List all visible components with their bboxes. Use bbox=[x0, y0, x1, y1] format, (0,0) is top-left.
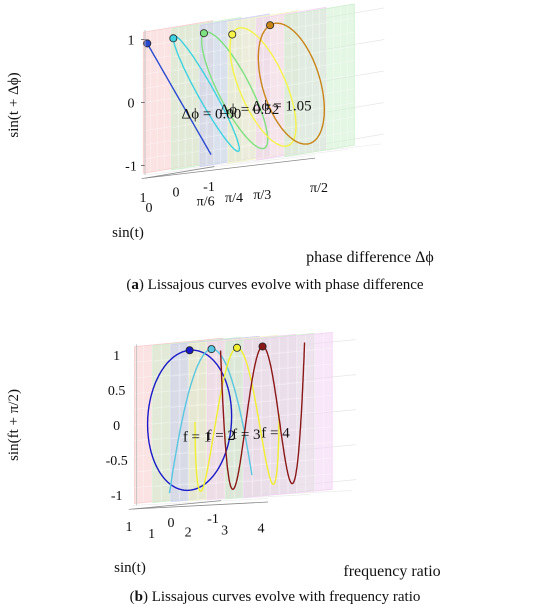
floor-gridline-b bbox=[132, 498, 269, 506]
plane-grid-a bbox=[284, 130, 355, 143]
caption-a: (a) Lissajous curves evolve with phase d… bbox=[126, 277, 424, 293]
marker-a-1 bbox=[169, 34, 178, 43]
plane-grid-a bbox=[284, 17, 355, 30]
ztick-label-a-2: π/4 bbox=[225, 191, 243, 206]
annotation-b-3: f = 4 bbox=[261, 425, 290, 441]
annotation-b-2: f = 3 bbox=[232, 427, 260, 443]
floor-gridline-b bbox=[174, 494, 311, 502]
ytick-label-a-1: 0 bbox=[128, 97, 135, 112]
marker-a-2 bbox=[199, 29, 208, 38]
curve-a-1 bbox=[172, 35, 241, 153]
annotation-a-1: Δϕ = 0.52 bbox=[219, 102, 279, 118]
ztick-label-b-2: 3 bbox=[221, 523, 228, 538]
caption-b-letter: b bbox=[134, 589, 143, 605]
plane-grid-a bbox=[284, 88, 355, 101]
marker-b-3 bbox=[258, 342, 267, 351]
ztick-label-b-1: 2 bbox=[185, 525, 192, 540]
caption-a-text: Lissajous curves evolve with phase diffe… bbox=[147, 277, 424, 293]
plane-grid-a bbox=[284, 46, 355, 59]
plane-grid-b bbox=[243, 457, 333, 467]
caption-a-letter: a bbox=[131, 277, 139, 293]
x-axis-b bbox=[128, 500, 222, 510]
curve-a-0 bbox=[144, 39, 212, 155]
ztick-label-a-4: π/2 bbox=[310, 181, 328, 196]
zlabel-b: frequency ratio bbox=[343, 563, 440, 580]
ztick-label-b-3: 4 bbox=[258, 522, 265, 537]
curve-b-0 bbox=[146, 349, 233, 492]
curve-a-3 bbox=[229, 27, 297, 147]
annotation-a-2: Δϕ = 1.05 bbox=[252, 98, 312, 114]
marker-a-0 bbox=[143, 39, 152, 48]
ztick-label-b-0: 1 bbox=[148, 527, 155, 542]
ytick-label-b-1: -0.5 bbox=[106, 454, 128, 469]
xtick-label-a-0: -1 bbox=[203, 180, 215, 195]
annotation-a-0: Δϕ = 0.00 bbox=[182, 107, 242, 123]
marker-b-0 bbox=[185, 346, 194, 355]
curve-b-1 bbox=[168, 348, 253, 494]
caption-b-text: Lissajous curves evolve with frequency r… bbox=[151, 589, 421, 605]
ztick-label-a-0: 0 bbox=[146, 201, 153, 216]
ylabel-b: sin(ft + π/2) bbox=[6, 389, 22, 461]
xtick-label-a-2: 1 bbox=[140, 191, 147, 206]
annotation-b-1: f = 2 bbox=[207, 428, 235, 444]
annotation-b-0: f = 1 bbox=[183, 429, 211, 445]
floor-gridline-a bbox=[144, 154, 316, 176]
ztick-label-a-1: π/6 bbox=[197, 194, 215, 209]
z-axis-a bbox=[144, 157, 316, 179]
plane-grid-b bbox=[243, 426, 333, 436]
caption-b: (b) Lissajous curves evolve with frequen… bbox=[129, 589, 421, 605]
ytick-label-a-2: 1 bbox=[128, 34, 135, 49]
x-axis-a bbox=[141, 166, 215, 180]
ytick-label-a-0: -1 bbox=[125, 160, 137, 175]
marker-a-4 bbox=[266, 21, 275, 30]
plane-grid-b bbox=[243, 363, 333, 373]
zlabel-a: phase difference Δϕ bbox=[306, 249, 434, 266]
plane-grid-a bbox=[284, 60, 355, 73]
xtick-label-a-1: 0 bbox=[173, 186, 180, 201]
ztick-label-a-3: π/3 bbox=[253, 188, 271, 203]
xtick-label-b-0: -1 bbox=[207, 512, 219, 527]
plane-grid-b bbox=[243, 347, 333, 357]
plane-grid-a bbox=[284, 31, 355, 45]
ytick-label-b-0: -1 bbox=[111, 489, 123, 504]
floor-gridline-a bbox=[177, 149, 349, 170]
plane-grid-b bbox=[243, 473, 333, 483]
marker-b-2 bbox=[233, 343, 242, 352]
marker-a-3 bbox=[228, 30, 237, 39]
ytick-label-b-2: 0 bbox=[113, 419, 120, 434]
plane-grid-b bbox=[243, 379, 333, 389]
plane-grid-b bbox=[243, 394, 333, 404]
ylabel-a: sin(t + Δϕ) bbox=[6, 72, 22, 137]
z-axis-b bbox=[132, 501, 269, 510]
xtick-label-b-1: 0 bbox=[168, 516, 175, 531]
xlabel-a: sin(t) bbox=[112, 225, 144, 241]
ytick-label-b-3: 0.5 bbox=[108, 384, 126, 399]
ytick-label-b-4: 1 bbox=[113, 349, 120, 364]
plane-grid-b bbox=[243, 441, 333, 451]
xtick-label-b-2: 1 bbox=[126, 520, 133, 535]
marker-b-1 bbox=[207, 345, 216, 354]
curve-a-4 bbox=[257, 22, 325, 145]
xlabel-b: sin(t) bbox=[114, 560, 146, 576]
plane-grid-a bbox=[284, 102, 355, 115]
